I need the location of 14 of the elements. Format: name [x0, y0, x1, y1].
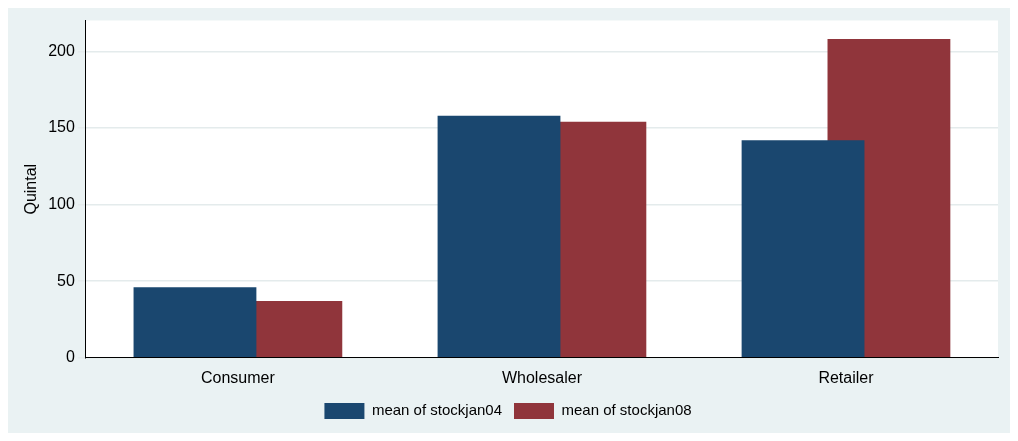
bar	[741, 140, 865, 358]
bar	[437, 115, 561, 358]
y-tick-label: 50	[57, 271, 75, 289]
bar	[133, 287, 257, 358]
y-tick-label: 150	[48, 118, 75, 136]
legend-label: mean of stockjan08	[561, 401, 692, 419]
x-tick-label: Retailer	[818, 368, 875, 386]
y-tick-label: 0	[65, 348, 75, 366]
legend-label: mean of stockjan04	[371, 401, 502, 419]
x-tick-label: Consumer	[201, 368, 276, 386]
y-tick-label: 100	[48, 194, 75, 212]
y-axis-title: Quintal	[22, 163, 40, 215]
y-tick-label: 200	[48, 41, 75, 59]
x-tick-label: Wholesaler	[501, 368, 583, 386]
